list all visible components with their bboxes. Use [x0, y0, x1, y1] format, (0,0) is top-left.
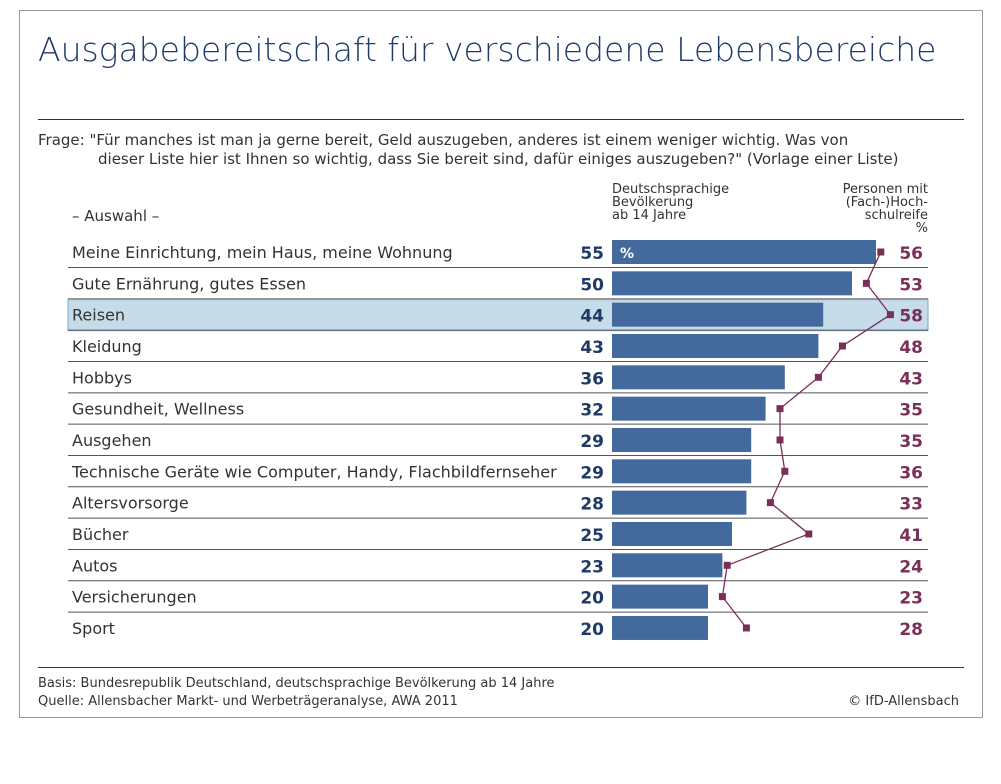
- bar-value-label: 29: [580, 463, 604, 483]
- line-value-label: 48: [899, 338, 923, 358]
- bar: [612, 553, 723, 578]
- line-marker: [723, 561, 731, 569]
- bar-value-label: 25: [580, 526, 604, 546]
- bar: [612, 584, 708, 609]
- line-value-label: 58: [899, 307, 923, 327]
- question-text: Frage: "Für manches ist man ja gerne ber…: [38, 131, 968, 169]
- category-label: Meine Einrichtung, mein Haus, meine Wohn…: [72, 243, 453, 262]
- bar: [612, 302, 824, 327]
- category-label: Hobbys: [72, 368, 132, 387]
- series-header-right: Personen mit: [843, 182, 928, 197]
- line-marker: [742, 624, 750, 632]
- bar: [612, 333, 819, 358]
- line-marker: [776, 436, 784, 444]
- line-marker: [886, 311, 894, 319]
- bar-value-label: 23: [580, 557, 604, 577]
- bar-value-label: 44: [580, 307, 604, 327]
- divider: [38, 667, 964, 668]
- category-label: Sport: [72, 619, 115, 638]
- line-marker: [862, 279, 870, 287]
- category-label: Bücher: [72, 525, 129, 544]
- line-value-label: 56: [899, 244, 923, 264]
- bar-value-label: 20: [580, 620, 604, 640]
- question-line-2: dieser Liste hier ist Ihnen so wichtig, …: [98, 150, 899, 168]
- bar: [612, 396, 766, 421]
- bar: [612, 365, 785, 390]
- bar: [612, 521, 732, 546]
- category-label: Kleidung: [72, 337, 142, 356]
- line-marker: [718, 593, 726, 601]
- category-label: Technische Geräte wie Computer, Handy, F…: [71, 462, 557, 481]
- bar-value-label: 55: [580, 244, 604, 264]
- line-value-label: 28: [899, 620, 923, 640]
- category-label: Altersvorsorge: [72, 494, 189, 513]
- series-header-left: Deutschsprachige: [612, 182, 729, 197]
- category-label: Gute Ernährung, gutes Essen: [72, 274, 306, 293]
- bar-unit-label: %: [620, 246, 634, 262]
- line-value-label: 35: [899, 432, 923, 452]
- bar-value-label: 36: [580, 369, 604, 389]
- line-value-label: 24: [899, 557, 923, 577]
- chart-frame: [19, 10, 983, 718]
- bar-value-label: 43: [580, 338, 604, 358]
- category-label: Autos: [72, 556, 117, 575]
- line-marker: [805, 530, 813, 538]
- bar-value-label: 50: [580, 275, 604, 295]
- category-label: Reisen: [72, 306, 125, 325]
- bar: [612, 490, 747, 515]
- line-marker: [877, 248, 885, 256]
- bar: [612, 615, 708, 640]
- series-header-right: (Fach-)Hoch-: [846, 195, 929, 210]
- bar-value-label: 20: [580, 589, 604, 609]
- copyright: © IfD-Allensbach: [848, 694, 959, 709]
- category-label: Versicherungen: [72, 588, 197, 607]
- line-marker: [814, 373, 822, 381]
- line-marker: [781, 467, 789, 475]
- line-value-label: 36: [899, 463, 923, 483]
- divider: [38, 119, 964, 120]
- line-value-label: 43: [899, 369, 923, 389]
- line-value-label: 41: [899, 526, 923, 546]
- line-value-label: 23: [899, 589, 923, 609]
- bar: [612, 459, 752, 484]
- category-header: – Auswahl –: [72, 207, 159, 225]
- bar: [612, 271, 852, 296]
- series-header-left: ab 14 Jahre: [612, 208, 686, 223]
- line-marker: [838, 342, 846, 350]
- bar-value-label: 29: [580, 432, 604, 452]
- series-header-right: %: [916, 221, 928, 236]
- bar: [612, 427, 752, 452]
- line-value-label: 53: [899, 275, 923, 295]
- bar: [612, 240, 876, 264]
- footer-basis: Basis: Bundesrepublik Deutschland, deuts…: [38, 676, 555, 691]
- category-label: Gesundheit, Wellness: [72, 400, 244, 419]
- bar-value-label: 32: [580, 401, 604, 421]
- footer-source: Quelle: Allensbacher Markt- und Werbeträ…: [38, 694, 458, 709]
- question-line-1: Frage: "Für manches ist man ja gerne ber…: [38, 131, 849, 149]
- series-header-right: schulreife: [865, 208, 928, 223]
- line-marker: [776, 405, 784, 413]
- chart-title: Ausgabebereitschaft für verschiedene Leb…: [38, 30, 937, 69]
- line-value-label: 33: [899, 495, 923, 515]
- category-label: Ausgehen: [72, 431, 152, 450]
- line-value-label: 35: [899, 401, 923, 421]
- bar-value-label: 28: [580, 495, 604, 515]
- series-header-left: Bevölkerung: [612, 195, 693, 210]
- line-marker: [766, 499, 774, 507]
